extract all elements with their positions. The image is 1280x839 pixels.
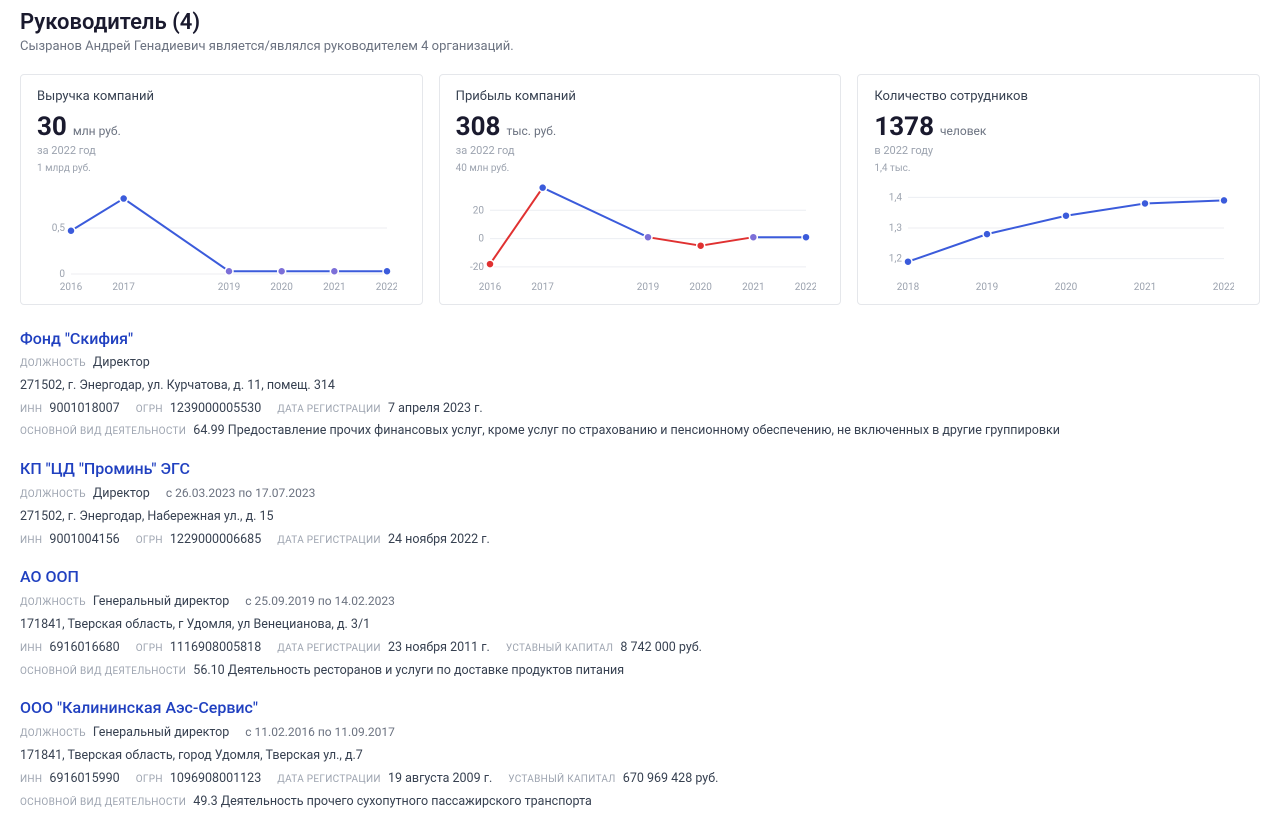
chart-ytop-label: 1,4 тыс. [874,163,1243,174]
chart-title: Количество сотрудников [874,89,1243,104]
svg-text:1,3: 1,3 [889,223,902,234]
chart-value: 30 [37,112,67,142]
svg-text:2019: 2019 [218,282,240,293]
chart-svg: -20 0 20 2016 2017 2019 2020 2021 2022 [456,176,816,296]
org-registration-line: ИНН 9001018007ОГРН 1239000005530ДАТА РЕГ… [20,400,1260,419]
chart-unit: человек [940,124,986,138]
chart-title: Прибыль компаний [456,89,825,104]
org-registration-line: ИНН 6916015990ОГРН 1096908001123ДАТА РЕГ… [20,770,1260,789]
chart-unit: тыс. руб. [506,124,556,138]
svg-text:1,2: 1,2 [889,254,903,265]
org-address: 271502, г. Энергодар, ул. Курчатова, д. … [20,377,1260,396]
svg-text:2022: 2022 [1213,282,1234,293]
svg-text:2019: 2019 [976,282,998,293]
org-block: КП "ЦД "Проминь" ЭГС ДОЛЖНОСТЬ Директорс … [20,459,1260,549]
chart-ytop-label: 1 млрд руб. [37,163,406,174]
svg-text:2021: 2021 [1134,282,1156,293]
org-position-line: ДОЛЖНОСТЬ Директорс 26.03.2023 по 17.07.… [20,484,1260,504]
org-address: 171841, Тверская область, город Удомля, … [20,747,1260,766]
org-name-link[interactable]: ООО "Калининская Аэс-Сервис" [20,698,1260,717]
org-position-line: ДОЛЖНОСТЬ Генеральный директорс 11.02.20… [20,723,1260,743]
orgs-list: Фонд "Скифия" ДОЛЖНОСТЬ Директор 271502, г… [20,329,1260,811]
chart-period: за 2022 год [456,144,825,157]
chart-value: 1378 [874,112,934,142]
svg-text:0,5: 0,5 [52,223,66,234]
section-subtitle: Сызранов Андрей Генадиевич является/явля… [20,39,1260,54]
org-block: ООО "Калининская Аэс-Сервис" ДОЛЖНОСТЬ Ге… [20,698,1260,811]
svg-text:2022: 2022 [376,282,397,293]
org-activity-line: ОСНОВНОЙ ВИД ДЕЯТЕЛЬНОСТИ 56.10 Деятельн… [20,662,1260,681]
org-name-link[interactable]: КП "ЦД "Проминь" ЭГС [20,459,1260,478]
section-title: Руководитель (4) [20,10,1260,35]
org-registration-line: ИНН 6916016680ОГРН 1116908005818ДАТА РЕГ… [20,639,1260,658]
org-name-link[interactable]: АО ООП [20,567,1260,586]
chart-period: за 2022 год [37,144,406,157]
chart-svg: 1,2 1,3 1,4 2018 2019 2020 2021 2022 [874,176,1234,296]
svg-text:1,4: 1,4 [889,192,903,203]
svg-text:2020: 2020 [1055,282,1078,293]
svg-text:2022: 2022 [794,282,815,293]
org-block: АО ООП ДОЛЖНОСТЬ Генеральный директорс 25… [20,567,1260,680]
svg-text:0: 0 [478,234,484,245]
org-address: 171841, Тверская область, г Удомля, ул В… [20,616,1260,635]
org-activity-line: ОСНОВНОЙ ВИД ДЕЯТЕЛЬНОСТИ 49.3 Деятельно… [20,793,1260,812]
org-block: Фонд "Скифия" ДОЛЖНОСТЬ Директор 271502, г… [20,329,1260,441]
chart-svg: 0 0,5 2016 2017 2019 2020 2021 2022 [37,176,397,296]
org-registration-line: ИНН 9001004156ОГРН 1229000006685ДАТА РЕГ… [20,531,1260,550]
chart-title: Выручка компаний [37,89,406,104]
svg-text:2021: 2021 [742,282,764,293]
org-activity-line: ОСНОВНОЙ ВИД ДЕЯТЕЛЬНОСТИ 64.99 Предоста… [20,422,1260,441]
svg-text:2017: 2017 [531,282,554,293]
chart-card: Прибыль компаний 308 тыс. руб. за 2022 год 4… [439,74,842,305]
chart-value: 308 [456,112,501,142]
svg-text:2017: 2017 [112,282,135,293]
svg-text:-20: -20 [470,262,484,273]
svg-text:2018: 2018 [897,282,920,293]
svg-text:2016: 2016 [478,282,501,293]
svg-text:2021: 2021 [323,282,345,293]
chart-ytop-label: 40 млн руб. [456,163,825,174]
charts-row: Выручка компаний 30 млн руб. за 2022 год 1 м… [20,74,1260,305]
chart-card: Выручка компаний 30 млн руб. за 2022 год 1 м… [20,74,423,305]
chart-period: в 2022 году [874,144,1243,157]
svg-text:2020: 2020 [270,282,293,293]
chart-card: Количество сотрудников 1378 человек в 2022 … [857,74,1260,305]
svg-text:2020: 2020 [689,282,712,293]
org-name-link[interactable]: Фонд "Скифия" [20,329,1260,348]
org-position-line: ДОЛЖНОСТЬ Генеральный директорс 25.09.20… [20,592,1260,612]
svg-text:2019: 2019 [636,282,658,293]
chart-unit: млн руб. [73,124,121,138]
svg-text:2016: 2016 [60,282,83,293]
svg-text:0: 0 [59,269,65,280]
org-address: 271502, г. Энергодар, Набережная ул., д.… [20,508,1260,527]
org-position-line: ДОЛЖНОСТЬ Директор [20,354,1260,373]
svg-text:20: 20 [472,205,484,216]
